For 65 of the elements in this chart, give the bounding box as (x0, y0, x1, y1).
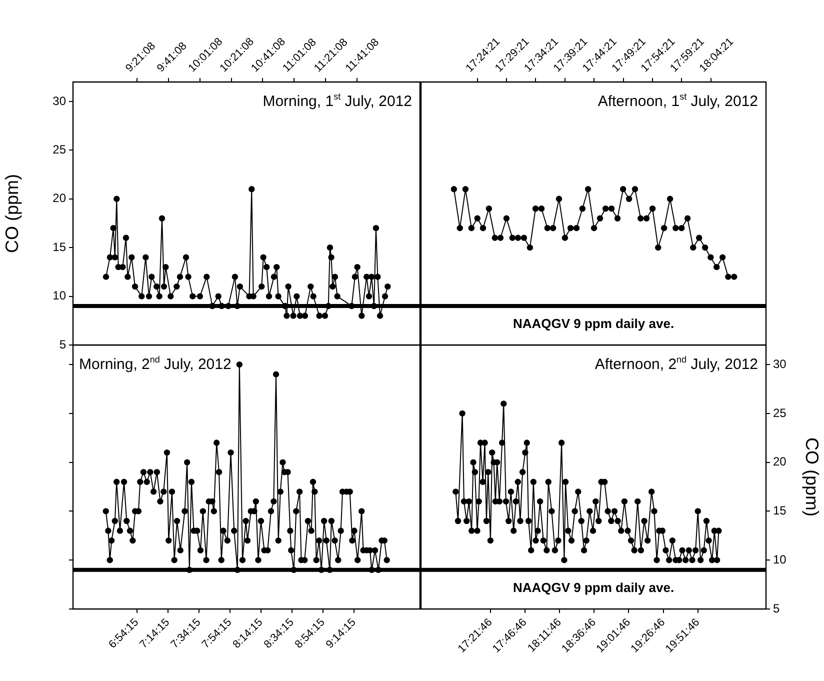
point (526, 244, 534, 251)
point (638, 215, 644, 222)
point (520, 234, 528, 241)
point (509, 234, 516, 241)
point (503, 215, 510, 222)
point (672, 225, 679, 232)
y-tick-label: 25 (52, 142, 66, 156)
y-tick-label: 30 (773, 356, 787, 371)
y-axis-title: CO (ppm) (2, 174, 22, 254)
point (608, 206, 615, 212)
point (550, 225, 556, 232)
y-tick-label: 25 (773, 406, 787, 420)
point (649, 206, 656, 212)
point (684, 215, 691, 222)
point (643, 215, 650, 222)
y-tick-label: 30 (52, 94, 66, 108)
point (486, 206, 492, 212)
point (514, 234, 522, 241)
point (620, 186, 626, 192)
point (655, 244, 662, 251)
point (538, 206, 545, 212)
point (678, 225, 685, 232)
point (590, 225, 598, 232)
point (492, 234, 498, 241)
point (690, 244, 696, 251)
point (696, 234, 702, 241)
y-axis-title: CO (ppm) (802, 437, 822, 517)
point (456, 225, 463, 232)
point (579, 206, 586, 212)
point (450, 186, 458, 192)
y-tick-label: 20 (773, 454, 787, 469)
point (532, 206, 539, 212)
point (556, 196, 562, 202)
point (474, 215, 480, 222)
point (632, 186, 638, 192)
ref-line-label: NAAQGV 9 ppm daily ave. (512, 580, 674, 595)
y-tick-label: 10 (773, 552, 787, 566)
point (468, 225, 475, 232)
y-tick-label: 20 (52, 191, 66, 206)
point (666, 196, 674, 202)
y-tick-label: 10 (52, 288, 66, 303)
point (544, 225, 551, 232)
point (602, 206, 609, 212)
y-tick-label: 5 (773, 601, 780, 616)
point (573, 225, 580, 232)
y-tick-label: 15 (52, 240, 66, 254)
point (462, 186, 469, 192)
point (731, 274, 738, 280)
ref-line-label: NAAQGV 9 ppm daily ave. (512, 316, 674, 332)
point (708, 254, 714, 260)
point (626, 196, 632, 202)
point (480, 225, 486, 232)
y-tick-label: 5 (59, 337, 66, 352)
point (584, 186, 592, 192)
point (714, 264, 720, 270)
point (567, 225, 574, 232)
point (562, 234, 568, 241)
point (725, 274, 732, 280)
point (660, 225, 668, 232)
y-tick-label: 15 (773, 504, 787, 518)
point (497, 234, 504, 241)
point (719, 254, 726, 260)
point (596, 215, 604, 222)
point (614, 215, 621, 222)
point (702, 244, 708, 251)
